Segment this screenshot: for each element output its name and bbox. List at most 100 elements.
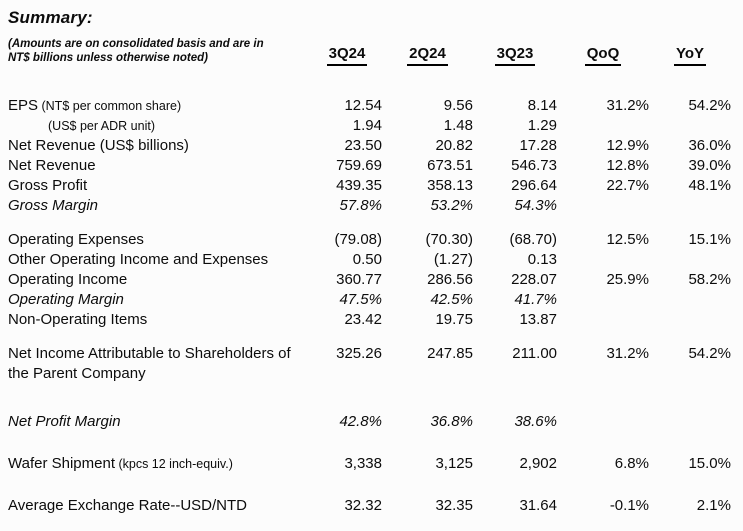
column-header-label: 3Q24 xyxy=(326,45,368,66)
row-label-text: Gross Profit xyxy=(8,177,88,194)
cell-value: 25.9% xyxy=(606,271,649,288)
row-label-text: Wafer Shipment xyxy=(8,455,115,472)
column-header-label: YoY xyxy=(673,45,707,66)
row-label: Non-Operating Items xyxy=(8,310,312,330)
row-label-small-text: (US$ per ADR unit) xyxy=(48,119,155,133)
cell-value: 286.56 xyxy=(427,271,473,288)
row-label: Net Profit Margin xyxy=(8,412,312,432)
row-label: Other Operating Income and Expenses xyxy=(8,250,312,270)
row-label: Operating Margin xyxy=(8,290,312,310)
row-gap-cell xyxy=(8,216,731,230)
column-header-yoy: YoY xyxy=(649,37,731,68)
cell-value: 41.7% xyxy=(514,291,557,308)
table-row: Net Profit Margin 42.8% 36.8% 38.6% xyxy=(8,412,731,432)
row-label: Operating Income xyxy=(8,270,312,290)
table-note-line1: (Amounts are on consolidated basis and a… xyxy=(8,38,264,50)
cell-value: 1.29 xyxy=(527,117,557,134)
cell-value: 12.9% xyxy=(606,137,649,154)
cell-value: 42.5% xyxy=(430,291,473,308)
column-header-3q23: 3Q23 xyxy=(473,37,557,68)
cell-value xyxy=(557,310,649,330)
cell-value: 0.13 xyxy=(527,251,557,268)
table-row: Wafer Shipment (kpcs 12 inch-equiv.) 3,33… xyxy=(8,454,731,474)
cell-value: 32.32 xyxy=(344,497,382,514)
cell-value xyxy=(557,250,649,270)
row-label-text: Average Exchange Rate--USD/NTD xyxy=(8,497,247,514)
cell-value: -0.1% xyxy=(609,497,649,514)
row-gap-cell xyxy=(8,432,731,454)
cell-value: 8.14 xyxy=(527,97,557,114)
cell-value: (70.30) xyxy=(425,231,473,248)
cell-value xyxy=(557,196,649,216)
cell-value: 57.8% xyxy=(339,197,382,214)
cell-value: 39.0% xyxy=(688,157,731,174)
row-label-text: Operating Income xyxy=(8,271,128,288)
column-header-label: QoQ xyxy=(584,45,622,66)
row-gap xyxy=(8,68,731,96)
cell-value: (1.27) xyxy=(433,251,473,268)
cell-value: 20.82 xyxy=(435,137,473,154)
row-gap-cell xyxy=(8,330,731,344)
row-label-text: Gross Margin xyxy=(8,197,99,214)
row-gap xyxy=(8,384,731,412)
page-title: Summary: xyxy=(8,8,93,27)
cell-value: 296.64 xyxy=(511,177,557,194)
row-gap-cell xyxy=(8,474,731,496)
cell-value: 19.75 xyxy=(435,311,473,328)
cell-value: 211.00 xyxy=(512,345,557,362)
cell-value: 546.73 xyxy=(511,157,557,174)
cell-value: 31.64 xyxy=(519,497,557,514)
cell-value: 36.0% xyxy=(688,137,731,154)
table-note-line2: NT$ billions unless otherwise noted) xyxy=(8,52,208,64)
cell-value: 23.50 xyxy=(344,137,382,154)
cell-value: 36.8% xyxy=(430,413,473,430)
row-label-small-text: (NT$ per common share) xyxy=(38,99,182,113)
summary-table-body: EPS (NT$ per common share) 12.54 9.56 8.14 3… xyxy=(8,68,731,516)
cell-value: 22.7% xyxy=(606,177,649,194)
cell-value: 759.69 xyxy=(336,157,382,174)
row-label-text: Operating Margin xyxy=(8,291,124,308)
cell-value xyxy=(649,250,731,270)
cell-value: 54.3% xyxy=(514,197,557,214)
row-gap xyxy=(8,330,731,344)
row-gap-cell xyxy=(8,384,731,412)
row-label-small-text: (kpcs 12 inch-equiv.) xyxy=(115,457,233,471)
row-label: Net Income Attributable to Shareholders … xyxy=(8,344,312,384)
column-header-qoq: QoQ xyxy=(557,37,649,68)
table-row: Operating Margin 47.5% 42.5% 41.7% xyxy=(8,290,731,310)
cell-value: 360.77 xyxy=(336,271,382,288)
cell-value xyxy=(649,412,731,432)
row-gap xyxy=(8,474,731,496)
row-label: (US$ per ADR unit) xyxy=(8,116,312,136)
summary-table: (Amounts are on consolidated basis and a… xyxy=(8,37,731,516)
row-label: Average Exchange Rate--USD/NTD xyxy=(8,496,312,516)
row-label-text: Non-Operating Items xyxy=(8,311,148,328)
cell-value: 6.8% xyxy=(614,455,649,472)
cell-value: 9.56 xyxy=(443,97,473,114)
cell-value xyxy=(557,290,649,310)
row-label-text: Net Revenue (US$ billions) xyxy=(8,137,189,154)
cell-value: 32.35 xyxy=(435,497,473,514)
cell-value: 47.5% xyxy=(339,291,382,308)
cell-value: 54.2% xyxy=(688,345,731,362)
cell-value: 2.1% xyxy=(696,497,731,514)
row-label: Operating Expenses xyxy=(8,230,312,250)
row-label-text: Net Revenue xyxy=(8,157,96,174)
cell-value xyxy=(557,116,649,136)
table-row: Gross Profit 439.35 358.13 296.64 22.7% 48.1% xyxy=(8,176,731,196)
cell-value: 58.2% xyxy=(688,271,731,288)
table-row: Other Operating Income and Expenses 0.50 (… xyxy=(8,250,731,270)
cell-value xyxy=(649,290,731,310)
cell-value: (68.70) xyxy=(509,231,557,248)
cell-value: 15.1% xyxy=(688,231,731,248)
row-label-text: EPS xyxy=(8,97,39,114)
table-row: EPS (NT$ per common share) 12.54 9.56 8.14 3… xyxy=(8,96,731,116)
cell-value: 673.51 xyxy=(427,157,473,174)
cell-value: 17.28 xyxy=(519,137,557,154)
table-row: Gross Margin 57.8% 53.2% 54.3% xyxy=(8,196,731,216)
cell-value: 48.1% xyxy=(688,177,731,194)
table-row: Average Exchange Rate--USD/NTD 32.32 32.35… xyxy=(8,496,731,516)
row-label: EPS (NT$ per common share) xyxy=(8,96,312,116)
cell-value: 228.07 xyxy=(511,271,557,288)
cell-value xyxy=(649,196,731,216)
